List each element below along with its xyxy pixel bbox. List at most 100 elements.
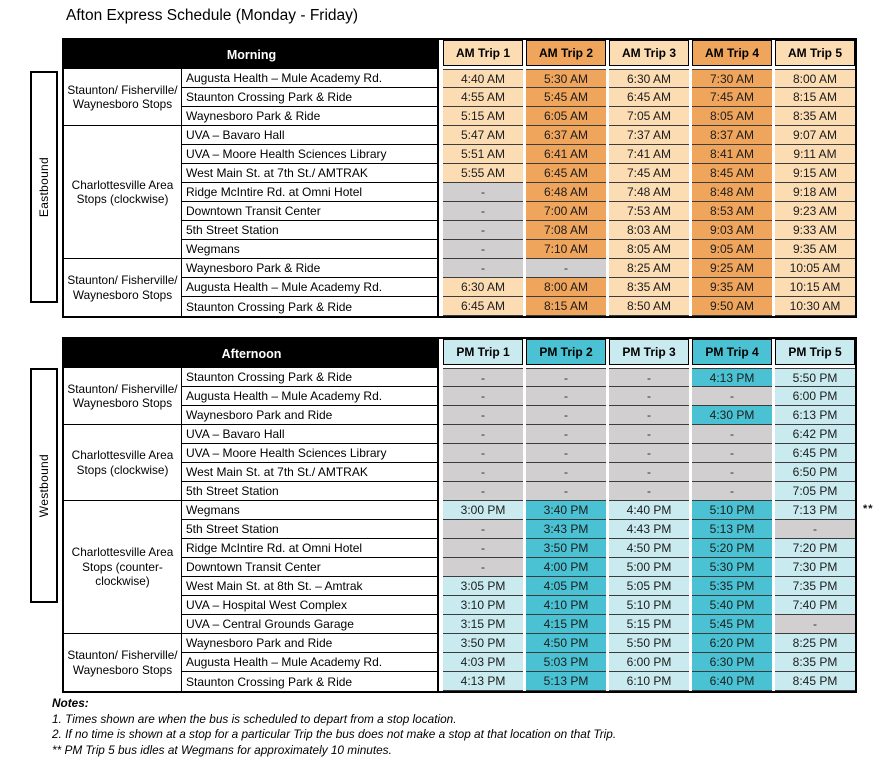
time-cell: -	[609, 425, 689, 444]
time-cell: -	[526, 425, 606, 444]
time-cell: 6:48 AM	[526, 183, 606, 202]
time-cell: 8:15 AM	[775, 88, 855, 107]
time-cell: -	[443, 539, 523, 558]
time-cell: 4:10 PM	[526, 596, 606, 615]
time-cell: -	[526, 406, 606, 425]
time-cell: 4:15 PM	[526, 615, 606, 634]
time-cell: -	[443, 444, 523, 463]
time-cell: 8:35 AM	[775, 107, 855, 126]
time-cell: 5:40 PM	[692, 596, 772, 615]
time-cell: 9:25 AM	[692, 259, 772, 278]
time-cell: 7:48 AM	[609, 183, 689, 202]
stop-name-cell: UVA – Moore Health Sciences Library	[182, 444, 439, 463]
stop-name-cell: 5th Street Station	[182, 221, 439, 240]
time-cell: 7:20 PM	[775, 539, 855, 558]
page-title: Afton Express Schedule (Monday - Friday)	[66, 7, 359, 24]
time-cell: 6:45 AM	[526, 164, 606, 183]
stop-name-cell: Augusta Health – Mule Academy Rd.	[182, 69, 439, 88]
westbound-label: Westbound	[37, 453, 51, 518]
time-cell: -	[443, 240, 523, 259]
stop-name-cell: West Main St. at 8th St. – Amtrak	[182, 577, 439, 596]
time-cell: 5:15 AM	[443, 107, 523, 126]
note-line: ** PM Trip 5 bus idles at Wegmans for ap…	[52, 742, 392, 757]
time-cell: 9:50 AM	[692, 297, 772, 316]
stop-name-cell: Wegmans	[182, 240, 439, 259]
stop-group-label: Staunton/ Fisherville/ Waynesboro Stops	[64, 368, 182, 425]
time-cell: 8:00 AM	[775, 69, 855, 88]
time-cell: -	[443, 221, 523, 240]
morning-grid: Morning AM Trip 1 AM Trip 2 AM Trip 3 AM…	[62, 38, 857, 318]
pm-trip-4-header: PM Trip 4	[692, 339, 772, 365]
time-cell: -	[775, 520, 855, 539]
time-cell: 7:13 PM	[775, 501, 855, 520]
time-cell: -	[609, 463, 689, 482]
stop-group-label: Charlottesville Area Stops (clockwise)	[64, 425, 182, 501]
time-cell: 9:18 AM	[775, 183, 855, 202]
westbound-direction-box: Westbound	[30, 368, 58, 603]
time-cell: 6:50 PM	[775, 463, 855, 482]
time-cell: -	[526, 387, 606, 406]
time-cell: 6:00 PM	[775, 387, 855, 406]
time-cell: 4:55 AM	[443, 88, 523, 107]
time-cell: 9:33 AM	[775, 221, 855, 240]
time-cell: 3:50 PM	[526, 539, 606, 558]
time-cell: -	[526, 463, 606, 482]
time-cell: -	[692, 482, 772, 501]
stop-name-cell: Waynesboro Park and Ride	[182, 634, 439, 653]
time-cell: 5:13 PM	[692, 520, 772, 539]
stop-name-cell: Staunton Crossing Park & Ride	[182, 672, 439, 691]
time-cell: 6:37 AM	[526, 126, 606, 145]
time-cell: 5:35 PM	[692, 577, 772, 596]
time-cell: 7:05 AM	[609, 107, 689, 126]
afternoon-schedule-table: Westbound Afternoon PM Trip 1 PM Trip 2 …	[30, 337, 873, 693]
time-cell: 7:45 AM	[692, 88, 772, 107]
time-cell: 8:45 PM	[775, 672, 855, 691]
time-cell: -	[443, 520, 523, 539]
time-cell: 9:05 AM	[692, 240, 772, 259]
time-cell: 3:05 PM	[443, 577, 523, 596]
time-cell: -	[443, 202, 523, 221]
time-cell: -	[609, 387, 689, 406]
time-cell: 8:35 AM	[609, 278, 689, 297]
stop-name-cell: Waynesboro Park and Ride	[182, 406, 439, 425]
time-cell: -	[692, 463, 772, 482]
time-cell: 6:13 PM	[775, 406, 855, 425]
time-cell: 4:13 PM	[692, 368, 772, 387]
time-cell: -	[443, 259, 523, 278]
time-cell: -	[609, 444, 689, 463]
time-cell: 6:05 AM	[526, 107, 606, 126]
time-cell: 8:25 PM	[775, 634, 855, 653]
time-cell: 7:40 PM	[775, 596, 855, 615]
afternoon-period-header: Afternoon	[64, 339, 439, 368]
stop-name-cell: 5th Street Station	[182, 482, 439, 501]
time-cell: 3:50 PM	[443, 634, 523, 653]
time-cell: 5:45 AM	[526, 88, 606, 107]
time-cell: -	[443, 482, 523, 501]
stop-name-cell: Staunton Crossing Park & Ride	[182, 88, 439, 107]
stop-name-cell: Augusta Health – Mule Academy Rd.	[182, 387, 439, 406]
time-cell: 4:13 PM	[443, 672, 523, 691]
time-cell: 7:45 AM	[609, 164, 689, 183]
time-cell: -	[443, 558, 523, 577]
time-cell: 10:30 AM	[775, 297, 855, 316]
time-cell: 7:10 AM	[526, 240, 606, 259]
time-cell: 6:42 PM	[775, 425, 855, 444]
time-cell: -	[443, 368, 523, 387]
time-cell: 4:40 PM	[609, 501, 689, 520]
time-cell: 4:50 PM	[609, 539, 689, 558]
time-cell: 7:30 PM	[775, 558, 855, 577]
time-cell: 4:40 AM	[443, 69, 523, 88]
time-cell: 8:35 PM	[775, 653, 855, 672]
eastbound-label: Eastbound	[37, 156, 51, 218]
time-cell: -	[526, 368, 606, 387]
time-cell: 5:45 PM	[692, 615, 772, 634]
time-cell: -	[775, 615, 855, 634]
stop-name-cell: Downtown Transit Center	[182, 558, 439, 577]
morning-schedule-table: Eastbound Morning AM Trip 1 AM Trip 2 AM…	[30, 38, 857, 318]
time-cell: -	[526, 259, 606, 278]
time-cell: 4:00 PM	[526, 558, 606, 577]
time-cell: -	[443, 425, 523, 444]
stop-group-label: Charlottesville Area Stops (counter-cloc…	[64, 501, 182, 634]
stop-name-cell: Augusta Health – Mule Academy Rd.	[182, 278, 439, 297]
stop-name-cell: UVA – Bavaro Hall	[182, 126, 439, 145]
